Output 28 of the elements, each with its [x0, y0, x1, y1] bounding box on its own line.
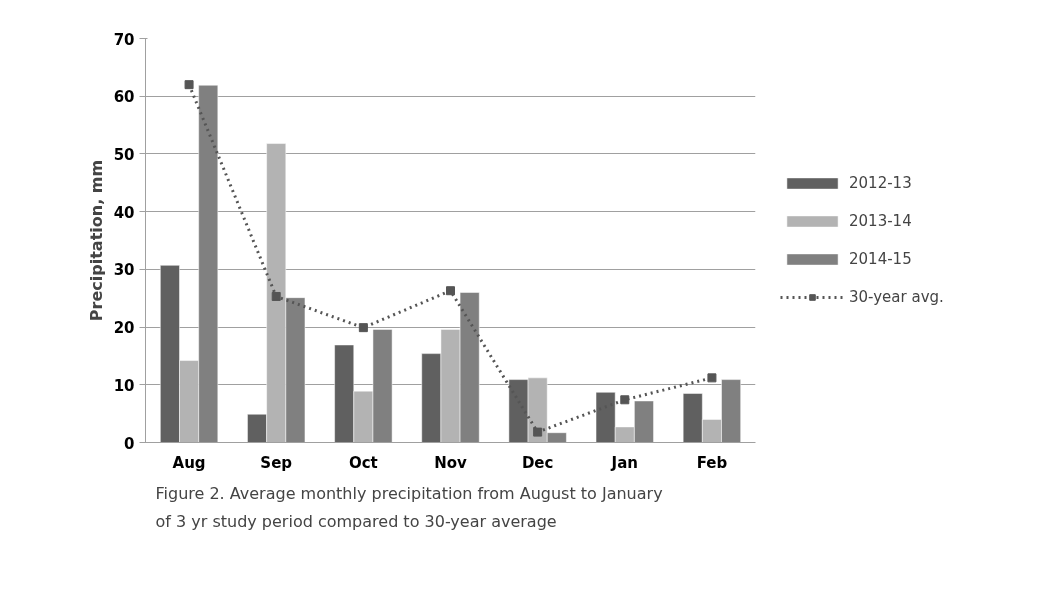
y-tick-label: 60 — [113, 88, 135, 107]
point — [358, 323, 368, 333]
y-tick-label: 20 — [113, 319, 135, 338]
x-tick-label: Dec — [521, 453, 554, 472]
legend-label: 2013-14 — [849, 212, 912, 230]
y-tick-label: 0 — [124, 434, 135, 453]
legend-label: 30-year avg. — [849, 288, 944, 306]
legend-label: 2014-15 — [849, 250, 912, 268]
point — [184, 80, 194, 90]
legend-label: 2012-13 — [849, 174, 912, 192]
y-tick-label: 10 — [113, 376, 135, 395]
y-axis-title: Precipitation, mm — [86, 159, 106, 322]
x-tick-label: Nov — [434, 453, 468, 472]
point — [271, 291, 281, 301]
y-tick-label: 70 — [113, 30, 135, 49]
caption: Figure 2. Average monthly precipitation from August to January of 3 yr study period compared to 30-year average — [155, 483, 663, 531]
x-tick-label: Oct — [348, 453, 378, 472]
x-tick-label: Jan — [610, 453, 638, 472]
point — [620, 395, 630, 405]
x-tick-label: Sep — [260, 453, 293, 472]
x-tick-label: Aug — [172, 453, 206, 472]
point — [707, 373, 717, 383]
y-tick-label: 40 — [113, 203, 135, 222]
point — [446, 286, 455, 296]
x-tick-label: Feb — [696, 453, 728, 472]
point — [533, 427, 543, 437]
y-tick-label: 30 — [113, 261, 135, 280]
y-tick-label: 50 — [113, 145, 135, 164]
